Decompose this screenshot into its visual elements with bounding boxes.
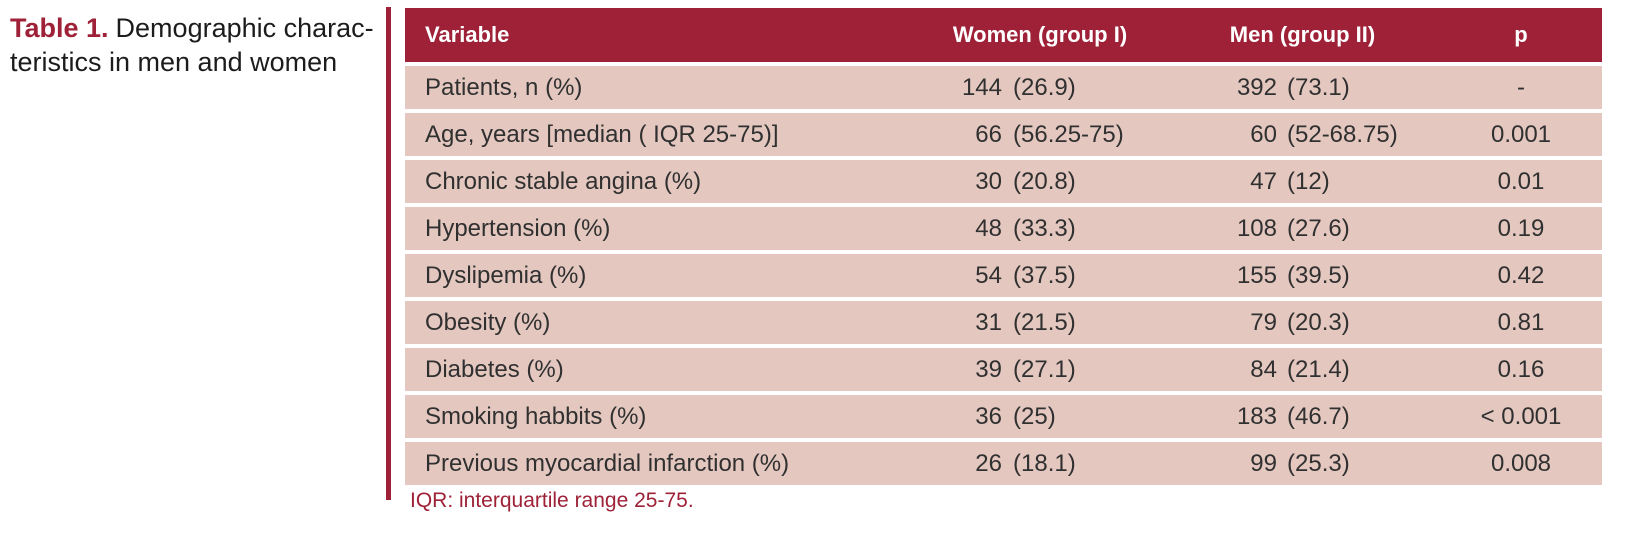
cell-women-detail: (20.8) [1013, 167, 1076, 195]
cell-women-detail: (33.3) [1013, 214, 1076, 242]
table-row: Smoking habbits (%) 36 (25) 183 (46.7) <… [405, 395, 1602, 438]
cell-women-count: 54 [975, 261, 1002, 289]
cell-p-value: < 0.001 [1480, 402, 1562, 430]
cell-women-count: 66 [975, 120, 1002, 148]
cell-men-detail: (46.7) [1287, 402, 1350, 430]
cell-men-count: 108 [1236, 214, 1277, 242]
cell-men-detail: (25.3) [1287, 449, 1350, 477]
cell-variable: Dyslipemia (%) [425, 261, 587, 289]
cell-p-value: - [1517, 73, 1525, 101]
column-header-women: Women (group I) [952, 22, 1128, 47]
cell-p-value: 0.81 [1497, 308, 1545, 336]
table-row: Chronic stable angina (%) 30 (20.8) 47 (… [405, 160, 1602, 203]
cell-men-count: 47 [1250, 167, 1277, 195]
caption-text-line2: teristics in men and women [10, 47, 338, 77]
cell-women-count: 26 [975, 449, 1002, 477]
cell-women-detail: (26.9) [1013, 73, 1076, 101]
column-header-men: Men (group II) [1229, 22, 1376, 47]
cell-women-detail: (25) [1013, 402, 1056, 430]
cell-women-count: 39 [975, 355, 1002, 383]
cell-men-count: 99 [1250, 449, 1277, 477]
cell-women-count: 36 [975, 402, 1002, 430]
cell-variable: Hypertension (%) [425, 214, 611, 242]
cell-men-detail: (12) [1287, 167, 1330, 195]
column-header-p: p [1514, 22, 1528, 47]
cell-men-count: 60 [1250, 120, 1277, 148]
cell-men-count: 155 [1236, 261, 1277, 289]
table-caption: Table 1. Demographic charac- teristics in… [10, 11, 378, 79]
table-body: Patients, n (%) 144 (26.9) 392 (73.1) - … [405, 66, 1602, 485]
table-row: Age, years [median ( IQR 25-75)] 66 (56.… [405, 113, 1602, 156]
cell-variable: Patients, n (%) [425, 73, 583, 101]
cell-men-count: 392 [1236, 73, 1277, 101]
cell-men-count: 183 [1236, 402, 1277, 430]
vertical-divider-rule [386, 7, 391, 500]
cell-women-count: 31 [975, 308, 1002, 336]
caption-text-line1: Demographic charac- [115, 13, 374, 43]
cell-variable: Previous myocardial infarction (%) [425, 449, 790, 477]
cell-women-detail: (37.5) [1013, 261, 1076, 289]
table-header-row: Variable Women (group I) Men (group II) … [405, 8, 1602, 62]
cell-variable: Smoking habbits (%) [425, 402, 647, 430]
cell-men-detail: (20.3) [1287, 308, 1350, 336]
cell-men-count: 84 [1250, 355, 1277, 383]
cell-variable: Chronic stable angina (%) [425, 167, 702, 195]
table-row: Obesity (%) 31 (21.5) 79 (20.3) 0.81 [405, 301, 1602, 344]
cell-women-detail: (56.25-75) [1013, 120, 1124, 148]
caption-label: Table 1. [10, 13, 109, 43]
cell-p-value: 0.16 [1497, 355, 1545, 383]
cell-men-count: 79 [1250, 308, 1277, 336]
table-row: Diabetes (%) 39 (27.1) 84 (21.4) 0.16 [405, 348, 1602, 391]
cell-men-detail: (39.5) [1287, 261, 1350, 289]
cell-p-value: 0.42 [1497, 261, 1545, 289]
table-row: Dyslipemia (%) 54 (37.5) 155 (39.5) 0.42 [405, 254, 1602, 297]
cell-women-detail: (21.5) [1013, 308, 1076, 336]
cell-variable: Obesity (%) [425, 308, 551, 336]
cell-women-detail: (27.1) [1013, 355, 1076, 383]
cell-p-value: 0.008 [1490, 449, 1552, 477]
demographics-table: Variable Women (group I) Men (group II) … [405, 8, 1602, 489]
cell-p-value: 0.19 [1497, 214, 1545, 242]
cell-women-count: 30 [975, 167, 1002, 195]
cell-women-count: 48 [975, 214, 1002, 242]
table-row: Previous myocardial infarction (%) 26 (1… [405, 442, 1602, 485]
cell-variable: Age, years [median ( IQR 25-75)] [425, 120, 779, 148]
table-footnote: IQR: interquartile range 25-75. [410, 489, 694, 512]
cell-women-detail: (18.1) [1013, 449, 1076, 477]
column-header-variable: Variable [425, 22, 510, 47]
cell-p-value: 0.001 [1490, 120, 1552, 148]
cell-men-detail: (52-68.75) [1287, 120, 1398, 148]
cell-women-count: 144 [961, 73, 1002, 101]
cell-variable: Diabetes (%) [425, 355, 564, 383]
cell-men-detail: (21.4) [1287, 355, 1350, 383]
table-row: Hypertension (%) 48 (33.3) 108 (27.6) 0.… [405, 207, 1602, 250]
cell-men-detail: (27.6) [1287, 214, 1350, 242]
cell-p-value: 0.01 [1497, 167, 1545, 195]
table-row: Patients, n (%) 144 (26.9) 392 (73.1) - [405, 66, 1602, 109]
cell-men-detail: (73.1) [1287, 73, 1350, 101]
